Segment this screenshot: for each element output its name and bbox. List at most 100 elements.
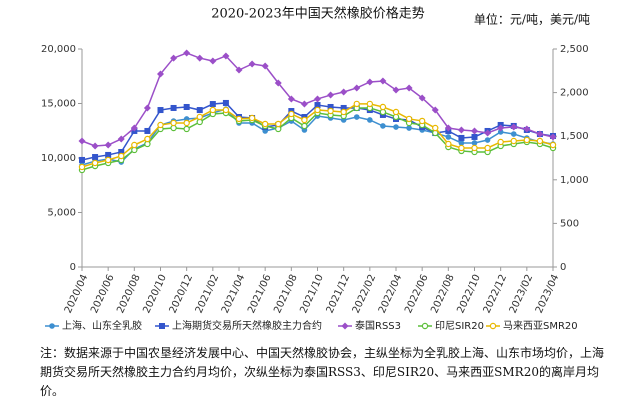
marker [196,107,203,114]
marker [143,104,151,112]
y2-tick-label: 2,000 [560,88,589,99]
marker [222,106,230,114]
marker [327,107,334,115]
marker [170,119,177,127]
marker [367,117,373,123]
y2-tick-label: 2,500 [560,44,589,55]
marker [392,86,400,94]
chart-title: 2020-2023年中国天然橡胶价格走势 [211,6,425,22]
marker [79,156,85,163]
marker [222,52,230,60]
marker [105,151,112,158]
marker [458,140,465,146]
marker [497,138,504,146]
note: 注：数据来源于中国农垦经济发展中心、中国天然橡胶协会，主纵坐标为全乳胶上海、山东… [40,346,605,398]
marker [314,102,321,109]
marker [393,124,399,130]
x-tick-label: 2023/02 [508,273,536,315]
y2-tick-label: 0 [560,262,566,273]
x-tick-label: 2020/06 [89,273,117,315]
marker [117,135,125,143]
marker [471,140,478,146]
marker [288,110,295,118]
marker [118,152,125,160]
marker [261,62,269,70]
series [78,104,557,174]
marker [170,124,177,132]
x-tick-label: 2022/06 [403,273,431,315]
y-tick-label: 15,000 [41,99,76,110]
marker [471,144,478,152]
marker [431,106,439,114]
marker [144,135,151,143]
marker [484,129,492,137]
marker [209,57,217,65]
x-tick-label: 2021/04 [220,273,248,315]
marker [170,104,177,111]
marker [523,136,531,144]
x-tick-label: 2022/12 [482,273,510,315]
marker [91,142,99,150]
marker [510,131,517,137]
unit-note: 单位：元/吨，美元/吨 [474,12,590,27]
marker [159,323,165,329]
legend-label: 印尼SIR20 [435,320,484,332]
marker [484,144,491,152]
marker [458,134,465,141]
y-tick-label: 10,000 [41,153,76,164]
x-tick-label: 2022/02 [351,273,379,315]
marker [406,125,412,131]
marker [471,127,478,135]
marker [157,121,164,129]
marker [405,84,413,92]
marker [275,120,282,128]
marker [49,323,55,329]
y-tick-label: 5,000 [47,208,76,219]
marker [484,137,491,143]
x-tick-label: 2020/10 [141,273,169,315]
marker [91,159,99,167]
marker [157,107,164,114]
marker [421,322,429,330]
x-tick-label: 2020/12 [168,273,196,315]
marker [444,124,452,132]
marker [392,108,400,116]
x-tick-label: 2022/08 [429,273,457,315]
marker [248,114,256,122]
marker [92,154,99,161]
marker [104,156,112,164]
legend-label: 泰国RSS3 [355,319,401,332]
marker [235,115,243,123]
marker [432,124,439,132]
marker [183,49,191,57]
legend-label: 马来西亚SMR20 [503,320,578,332]
marker [196,54,204,62]
chart: 2020-2023年中国天然橡胶价格走势 单位：元/吨，美元/吨 0 5,000 1… [41,6,590,333]
marker [549,141,557,149]
x-tick-label: 2020/08 [115,273,143,315]
marker [183,125,190,133]
marker [353,100,360,108]
marker [170,54,178,62]
marker [366,78,374,86]
marker [287,95,295,103]
marker [248,60,256,68]
marker [301,116,308,124]
x-tick-label: 2023/04 [534,273,562,315]
y2-tick-label: 1,500 [560,131,589,142]
marker [314,106,321,114]
marker [379,103,387,111]
marker [314,95,321,103]
marker [144,127,151,134]
marker [235,66,243,74]
marker [209,106,217,114]
marker [405,115,413,123]
marker [471,133,478,140]
y-tick-label: 20,000 [41,44,76,55]
marker [327,91,335,99]
marker [118,149,125,156]
marker [183,119,190,127]
marker [341,322,349,330]
legend-label: 上海、山东全乳胶 [62,319,142,332]
x-tick-label: 2021/08 [272,273,300,315]
